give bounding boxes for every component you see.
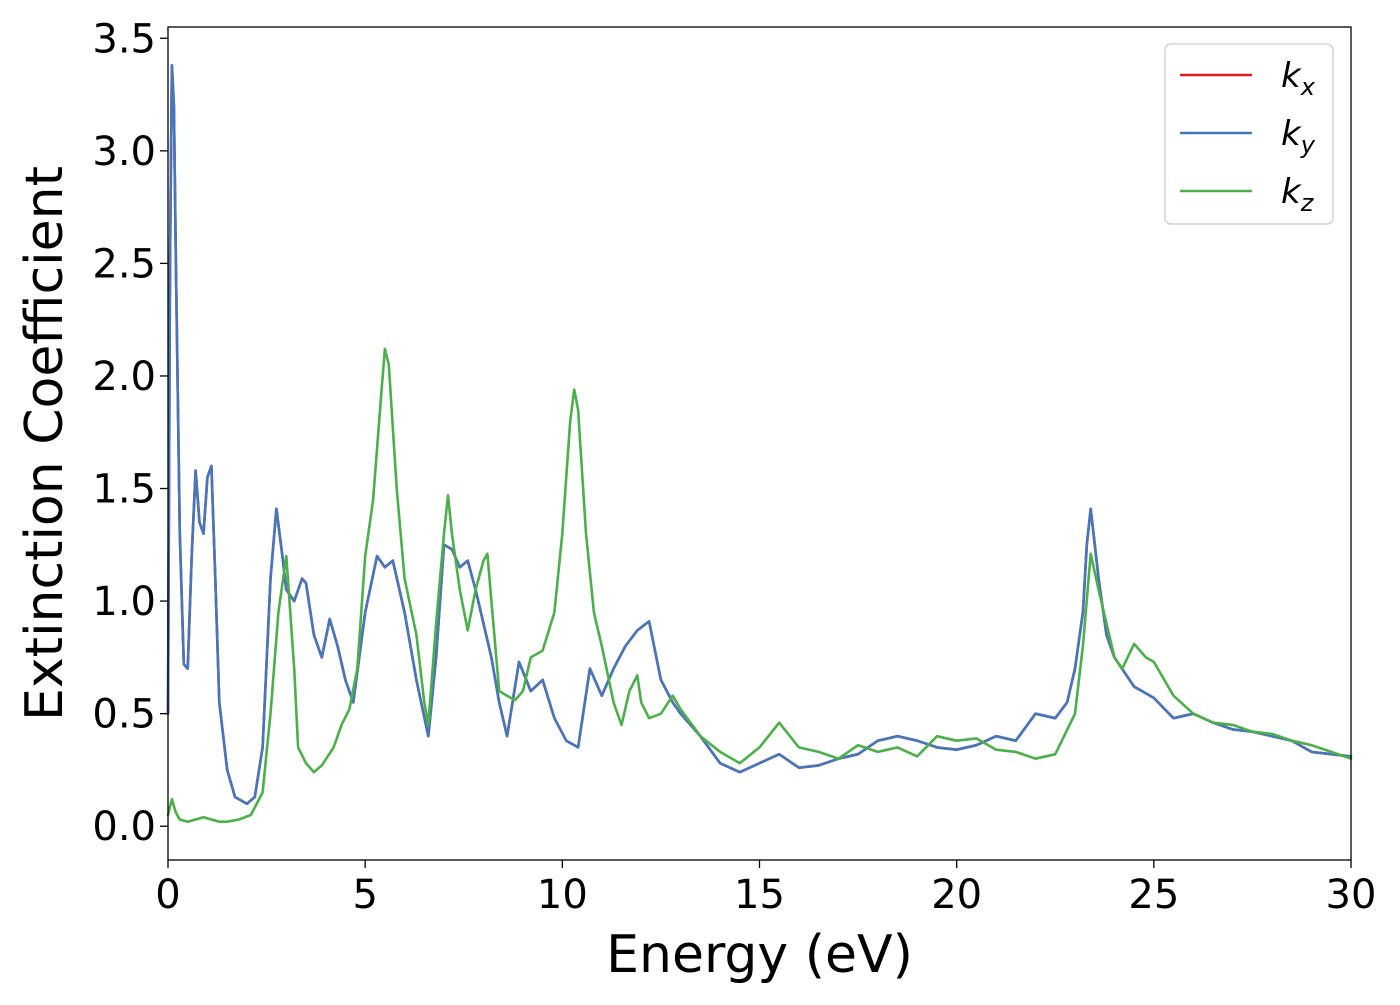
series-line-y <box>166 64 1353 805</box>
x-tick-label: 15 <box>734 872 785 918</box>
legend-items: kx ky kz <box>1180 56 1316 217</box>
y-axis-label: Extinction Coefficient <box>15 166 75 721</box>
y-tick-label: 2.0 <box>92 354 156 400</box>
series-layer <box>166 64 1353 823</box>
x-axis-label: Energy (eV) <box>606 925 913 985</box>
x-tick-label: 20 <box>931 872 982 918</box>
legend-label-z: kz <box>1281 172 1315 217</box>
y-tick-label: 0.5 <box>92 692 156 738</box>
y-tick-label: 0.0 <box>92 804 156 850</box>
y-tick-label: 1.5 <box>92 467 156 513</box>
y-tick-label: 3.0 <box>92 129 156 175</box>
x-tick-label: 0 <box>155 872 180 918</box>
x-tick-label: 25 <box>1128 872 1179 918</box>
x-tick-label: 30 <box>1326 872 1377 918</box>
y-tick-label: 3.5 <box>92 16 156 62</box>
x-axis-ticks: 0 5 10 15 20 25 30 <box>155 860 1376 918</box>
y-axis-ticks: 0.0 0.5 1.0 1.5 2.0 2.5 3.0 3.5 <box>92 16 168 850</box>
x-tick-label: 10 <box>537 872 588 918</box>
x-tick-label: 5 <box>352 872 377 918</box>
series-line-z <box>166 347 1353 823</box>
legend: kx ky kz <box>1164 43 1334 225</box>
y-tick-label: 2.5 <box>92 241 156 287</box>
legend-label-x: kx <box>1281 56 1316 101</box>
y-tick-label: 1.0 <box>92 579 156 625</box>
legend-label-y: ky <box>1281 114 1316 159</box>
